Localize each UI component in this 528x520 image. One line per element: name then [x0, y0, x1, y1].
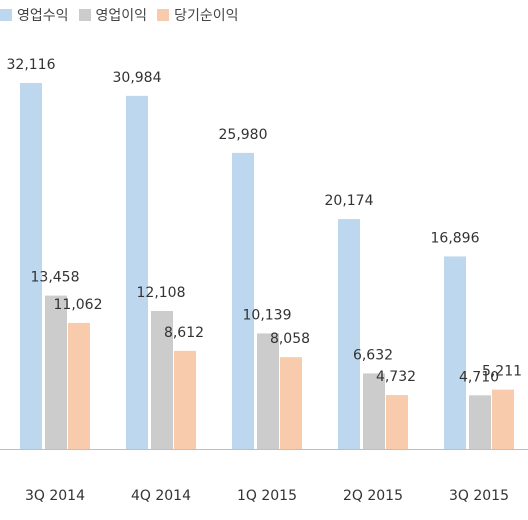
bar-1-1	[151, 311, 173, 449]
bar-2-1	[174, 350, 196, 449]
data-label-1-4: 4,710	[459, 369, 499, 385]
legend-label-1: 영업이익	[95, 8, 148, 24]
data-label-2-3: 4,732	[376, 369, 416, 385]
data-label-0-3: 20,174	[325, 193, 374, 209]
data-label-2-1: 8,612	[164, 325, 204, 341]
bar-0-0	[20, 82, 42, 450]
x-tick-label-2: 1Q 2015	[237, 488, 297, 504]
data-label-1-1: 12,108	[137, 285, 186, 301]
x-tick-label-1: 4Q 2014	[131, 488, 191, 504]
data-label-2-0: 11,062	[54, 297, 103, 313]
data-label-0-2: 25,980	[219, 127, 268, 143]
data-label-2-2: 8,058	[270, 331, 310, 347]
x-tick-label-4: 3Q 2015	[449, 488, 509, 504]
x-tick-label-0: 3Q 2014	[25, 488, 85, 504]
bar-1-4	[469, 395, 491, 449]
bar-2-4	[492, 389, 514, 449]
data-label-1-3: 6,632	[353, 347, 393, 363]
bar-2-0	[68, 322, 90, 449]
data-label-0-0: 32,116	[7, 57, 56, 73]
data-label-1-2: 10,139	[243, 307, 292, 323]
bar-0-1	[126, 95, 148, 450]
x-tick-label-3: 2Q 2015	[343, 488, 403, 504]
legend-item-0: 영업수익	[0, 5, 69, 25]
chart-legend: 영업수익 영업이익 당기순이익	[0, 0, 248, 30]
data-label-2-4: 5,211	[482, 364, 522, 380]
legend-swatch-2	[157, 9, 170, 21]
bar-2-2	[280, 357, 302, 449]
data-label-0-4: 16,896	[431, 230, 480, 246]
legend-swatch-0	[0, 9, 12, 21]
bar-0-2	[232, 152, 254, 450]
bar-1-3	[363, 373, 385, 449]
bar-0-4	[444, 256, 466, 449]
legend-label-2: 당기순이익	[174, 8, 239, 24]
legend-item-1: 영업이익	[78, 5, 148, 25]
data-label-0-1: 30,984	[113, 70, 162, 86]
bar-1-2	[257, 333, 279, 449]
bar-1-0	[45, 295, 67, 449]
bar-0-3	[338, 219, 360, 449]
legend-swatch-1	[78, 9, 91, 21]
bar-2-3	[386, 395, 408, 449]
legend-item-2: 당기순이익	[157, 5, 238, 25]
legend-label-0: 영업수익	[17, 8, 69, 24]
data-label-1-0: 13,458	[31, 270, 80, 286]
